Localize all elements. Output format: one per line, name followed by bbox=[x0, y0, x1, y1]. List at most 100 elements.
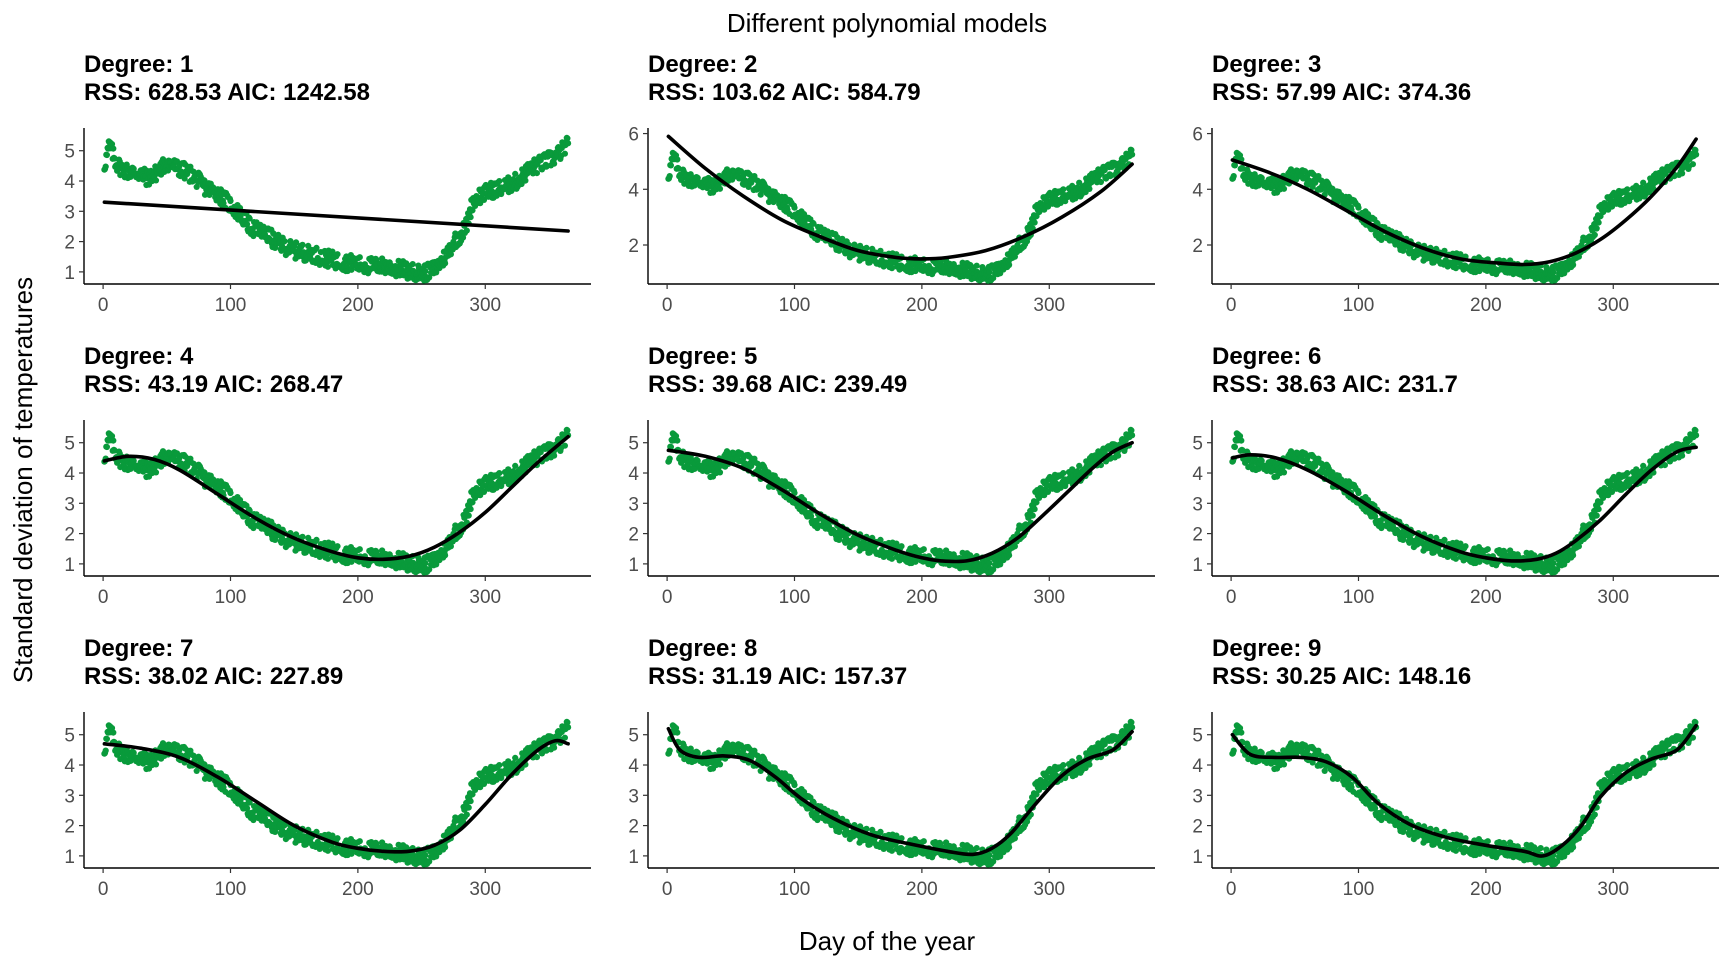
observation-point bbox=[334, 543, 341, 550]
x-tick-label: 100 bbox=[215, 295, 247, 316]
observation-point bbox=[246, 215, 253, 222]
x-tick-label: 100 bbox=[779, 295, 811, 316]
panel-degree-label: Degree: 5 bbox=[648, 343, 757, 370]
observation-point bbox=[533, 170, 541, 177]
observation-point bbox=[433, 561, 440, 568]
observation-point bbox=[877, 536, 884, 544]
observation-point bbox=[1115, 452, 1122, 459]
observation-point bbox=[561, 442, 569, 449]
observation-point bbox=[1231, 162, 1238, 169]
observation-point bbox=[1550, 269, 1557, 276]
panel-stats-label: RSS: 38.02 AIC: 227.89 bbox=[84, 663, 343, 690]
observation-point bbox=[356, 546, 363, 553]
observation-point bbox=[1076, 179, 1083, 186]
fitted-curve bbox=[1230, 137, 1698, 267]
observation-point bbox=[1693, 432, 1700, 439]
panel-degree-label: Degree: 2 bbox=[648, 51, 757, 78]
observation-point bbox=[442, 260, 449, 267]
observation-point bbox=[1129, 432, 1136, 439]
observation-point bbox=[1633, 182, 1640, 189]
y-tick-label: 5 bbox=[64, 434, 75, 455]
observation-point bbox=[1452, 265, 1459, 272]
observation-point bbox=[551, 160, 558, 167]
y-tick-label: 3 bbox=[64, 494, 75, 515]
observation-point bbox=[1593, 512, 1600, 519]
fitted-curve bbox=[102, 434, 570, 562]
observation-point bbox=[1441, 247, 1448, 254]
x-tick-label: 300 bbox=[1597, 587, 1629, 608]
figure-title: Different polynomial models bbox=[727, 8, 1047, 38]
x-tick-label: 0 bbox=[98, 879, 109, 900]
y-tick-label: 5 bbox=[628, 434, 639, 455]
observation-point bbox=[1593, 225, 1600, 232]
observation-point bbox=[275, 231, 282, 238]
observation-point bbox=[716, 185, 724, 192]
observation-point bbox=[888, 555, 896, 562]
observation-point bbox=[1679, 170, 1686, 177]
observation-point bbox=[1029, 512, 1036, 519]
y-tick-label: 2 bbox=[1192, 525, 1203, 546]
x-tick-label: 200 bbox=[1470, 587, 1502, 608]
y-tick-label: 4 bbox=[64, 464, 75, 485]
observation-point bbox=[329, 540, 336, 547]
observation-point bbox=[334, 835, 341, 842]
observation-point bbox=[505, 466, 512, 473]
observation-point bbox=[1060, 186, 1067, 193]
observation-point bbox=[986, 269, 993, 276]
y-tick-label: 2 bbox=[628, 525, 639, 546]
x-tick-label: 100 bbox=[1343, 295, 1375, 316]
x-tick-label: 300 bbox=[469, 587, 501, 608]
observation-point bbox=[997, 561, 1004, 568]
observation-point bbox=[1624, 470, 1631, 477]
observation-point bbox=[1280, 185, 1288, 192]
panel-degree-label: Degree: 1 bbox=[84, 51, 193, 78]
observation-point bbox=[1231, 443, 1238, 451]
y-tick-label: 6 bbox=[1192, 125, 1203, 146]
observation-point bbox=[433, 269, 440, 276]
y-tick-label: 4 bbox=[64, 756, 75, 777]
x-tick-label: 300 bbox=[1033, 587, 1065, 608]
observation-point bbox=[1076, 462, 1083, 469]
observation-point bbox=[791, 204, 798, 211]
observation-point bbox=[1031, 219, 1038, 226]
observation-point bbox=[102, 163, 109, 170]
observation-point bbox=[227, 489, 234, 497]
observation-point bbox=[103, 151, 110, 159]
panel-stats-label: RSS: 57.99 AIC: 374.36 bbox=[1212, 79, 1471, 106]
observation-point bbox=[152, 469, 160, 476]
panel-stats-label: RSS: 628.53 AIC: 1242.58 bbox=[84, 79, 370, 106]
observation-point bbox=[565, 140, 572, 147]
observation-point bbox=[103, 443, 110, 451]
observation-point bbox=[1679, 452, 1686, 459]
observation-point bbox=[152, 177, 160, 184]
observation-point bbox=[313, 536, 320, 544]
observation-point bbox=[551, 452, 558, 459]
observation-point bbox=[1550, 560, 1557, 567]
x-tick-label: 0 bbox=[98, 295, 109, 316]
y-tick-label: 4 bbox=[628, 180, 639, 201]
observation-point bbox=[1693, 151, 1700, 158]
observation-point bbox=[299, 533, 306, 540]
panel-stats-label: RSS: 103.62 AIC: 584.79 bbox=[648, 79, 921, 106]
observation-point bbox=[313, 244, 320, 251]
observation-point bbox=[857, 242, 864, 249]
observation-point bbox=[324, 555, 331, 562]
observation-point bbox=[1570, 261, 1577, 269]
observation-point bbox=[496, 178, 503, 185]
observation-point bbox=[1011, 543, 1019, 550]
y-tick-label: 2 bbox=[64, 817, 75, 838]
observation-point bbox=[888, 265, 896, 272]
x-tick-label: 0 bbox=[1226, 587, 1237, 608]
y-tick-label: 3 bbox=[64, 202, 75, 223]
observation-point bbox=[564, 427, 571, 434]
x-tick-label: 200 bbox=[342, 879, 374, 900]
panel-degree-label: Degree: 6 bbox=[1212, 343, 1321, 370]
observation-point bbox=[1006, 261, 1013, 269]
x-tick-label: 0 bbox=[662, 587, 673, 608]
observation-point bbox=[1280, 469, 1288, 476]
observation-point bbox=[480, 488, 488, 495]
observation-point bbox=[522, 177, 529, 184]
observation-point bbox=[173, 158, 181, 165]
